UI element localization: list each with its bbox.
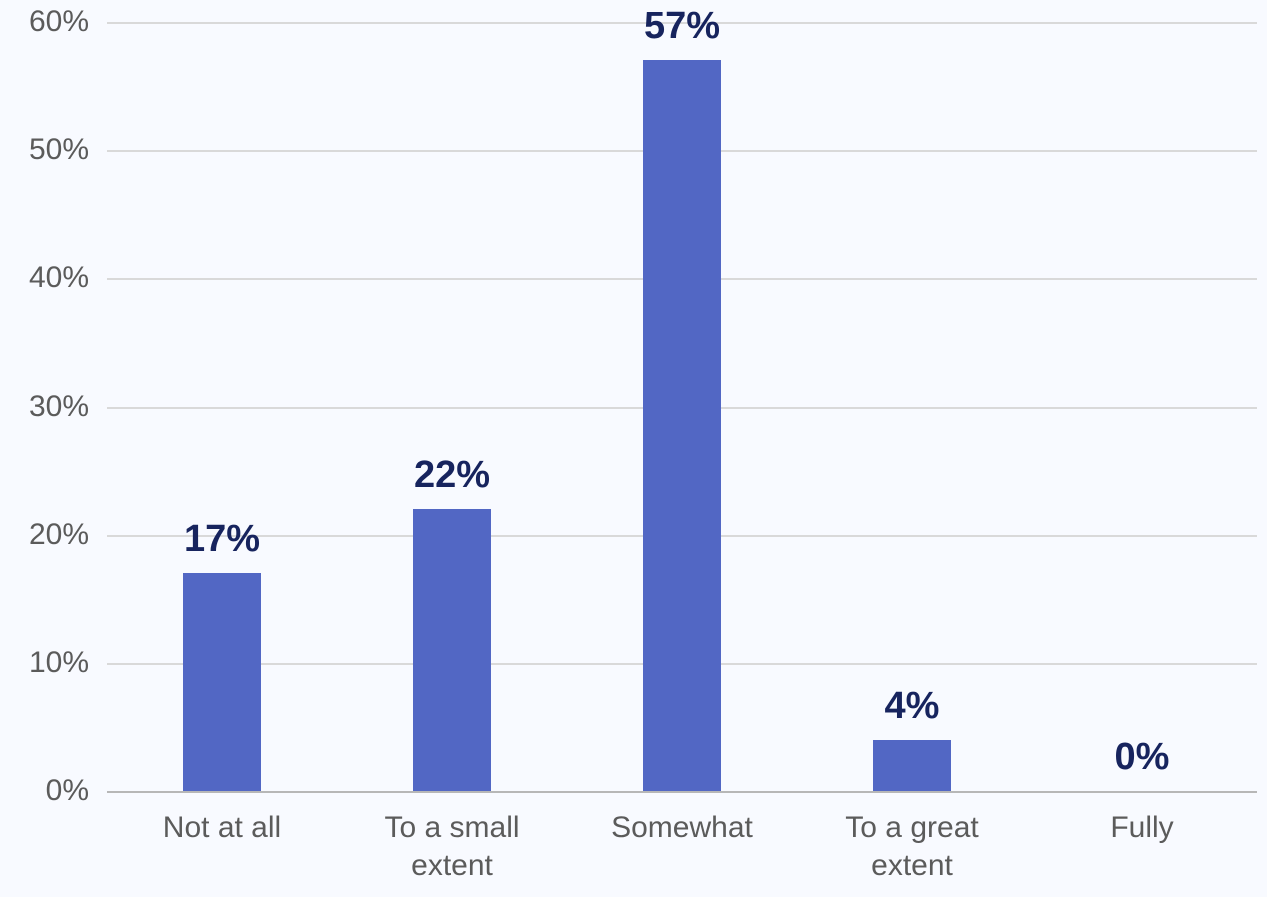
x-category-label: Not at all [112, 809, 333, 847]
y-tick-label: 50% [0, 133, 89, 167]
y-tick-label: 40% [0, 261, 89, 295]
bar [643, 60, 720, 791]
y-tick-label: 60% [0, 5, 89, 39]
plot-area: 17%22%57%4%0% [107, 22, 1257, 791]
x-category-label: Fully [1032, 809, 1253, 847]
y-tick-label: 10% [0, 646, 89, 680]
bar [873, 740, 950, 791]
bar-value-label: 57% [644, 5, 720, 48]
bar-value-label: 4% [885, 685, 940, 728]
bar-value-label: 22% [414, 454, 490, 497]
x-category-label: Somewhat [572, 809, 793, 847]
bar-chart: 17% 22% 57% 4% 0% 0% 10% 20% 30% 40% 50% 60% Not at … [0, 0, 1267, 897]
y-tick-label: 20% [0, 518, 89, 552]
bar [183, 573, 260, 791]
x-category-label: To a great extent [802, 809, 1023, 884]
y-tick-label: 30% [0, 390, 89, 424]
bar-value-label: 17% [184, 518, 260, 561]
y-tick-label: 0% [0, 774, 89, 808]
gridline [107, 791, 1257, 793]
x-category-label: To a small extent [342, 809, 563, 884]
bar [413, 509, 490, 791]
bar-value-label: 0% [1115, 736, 1170, 779]
